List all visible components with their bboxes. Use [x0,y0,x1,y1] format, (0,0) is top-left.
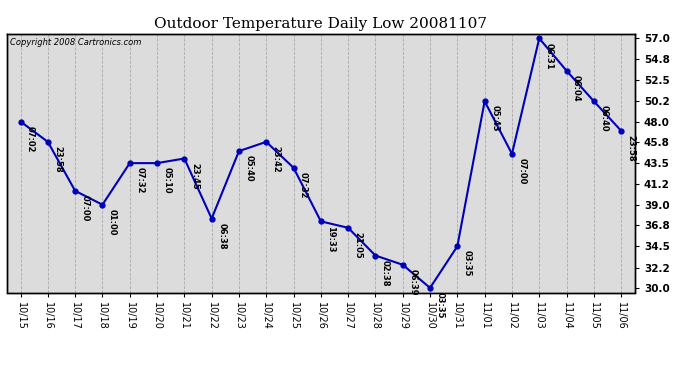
Text: 05:43: 05:43 [490,105,499,132]
Text: 03:35: 03:35 [435,292,444,318]
Text: 07:00: 07:00 [81,195,90,221]
Text: 03:35: 03:35 [463,251,472,277]
Text: 07:00: 07:00 [518,158,526,184]
Text: 19:33: 19:33 [326,225,335,252]
Text: 05:40: 05:40 [244,155,253,182]
Text: 23:42: 23:42 [272,146,281,173]
Text: 07:32: 07:32 [135,167,144,194]
Text: 21:05: 21:05 [354,232,363,259]
Text: 06:40: 06:40 [600,105,609,132]
Text: 06:38: 06:38 [217,223,226,249]
Text: 05:10: 05:10 [163,167,172,194]
Text: 06:04: 06:04 [572,75,581,102]
Text: 01:00: 01:00 [108,209,117,236]
Text: 06:39: 06:39 [408,269,417,296]
Text: 02:38: 02:38 [381,260,390,286]
Text: Copyright 2008 Cartronics.com: Copyright 2008 Cartronics.com [10,38,141,46]
Text: 07:02: 07:02 [26,126,35,152]
Title: Outdoor Temperature Daily Low 20081107: Outdoor Temperature Daily Low 20081107 [155,17,487,31]
Text: 23:58: 23:58 [627,135,635,162]
Text: 23:58: 23:58 [53,146,62,172]
Text: 23:45: 23:45 [190,163,199,189]
Text: 07:32: 07:32 [299,172,308,198]
Text: 06:31: 06:31 [545,42,554,69]
